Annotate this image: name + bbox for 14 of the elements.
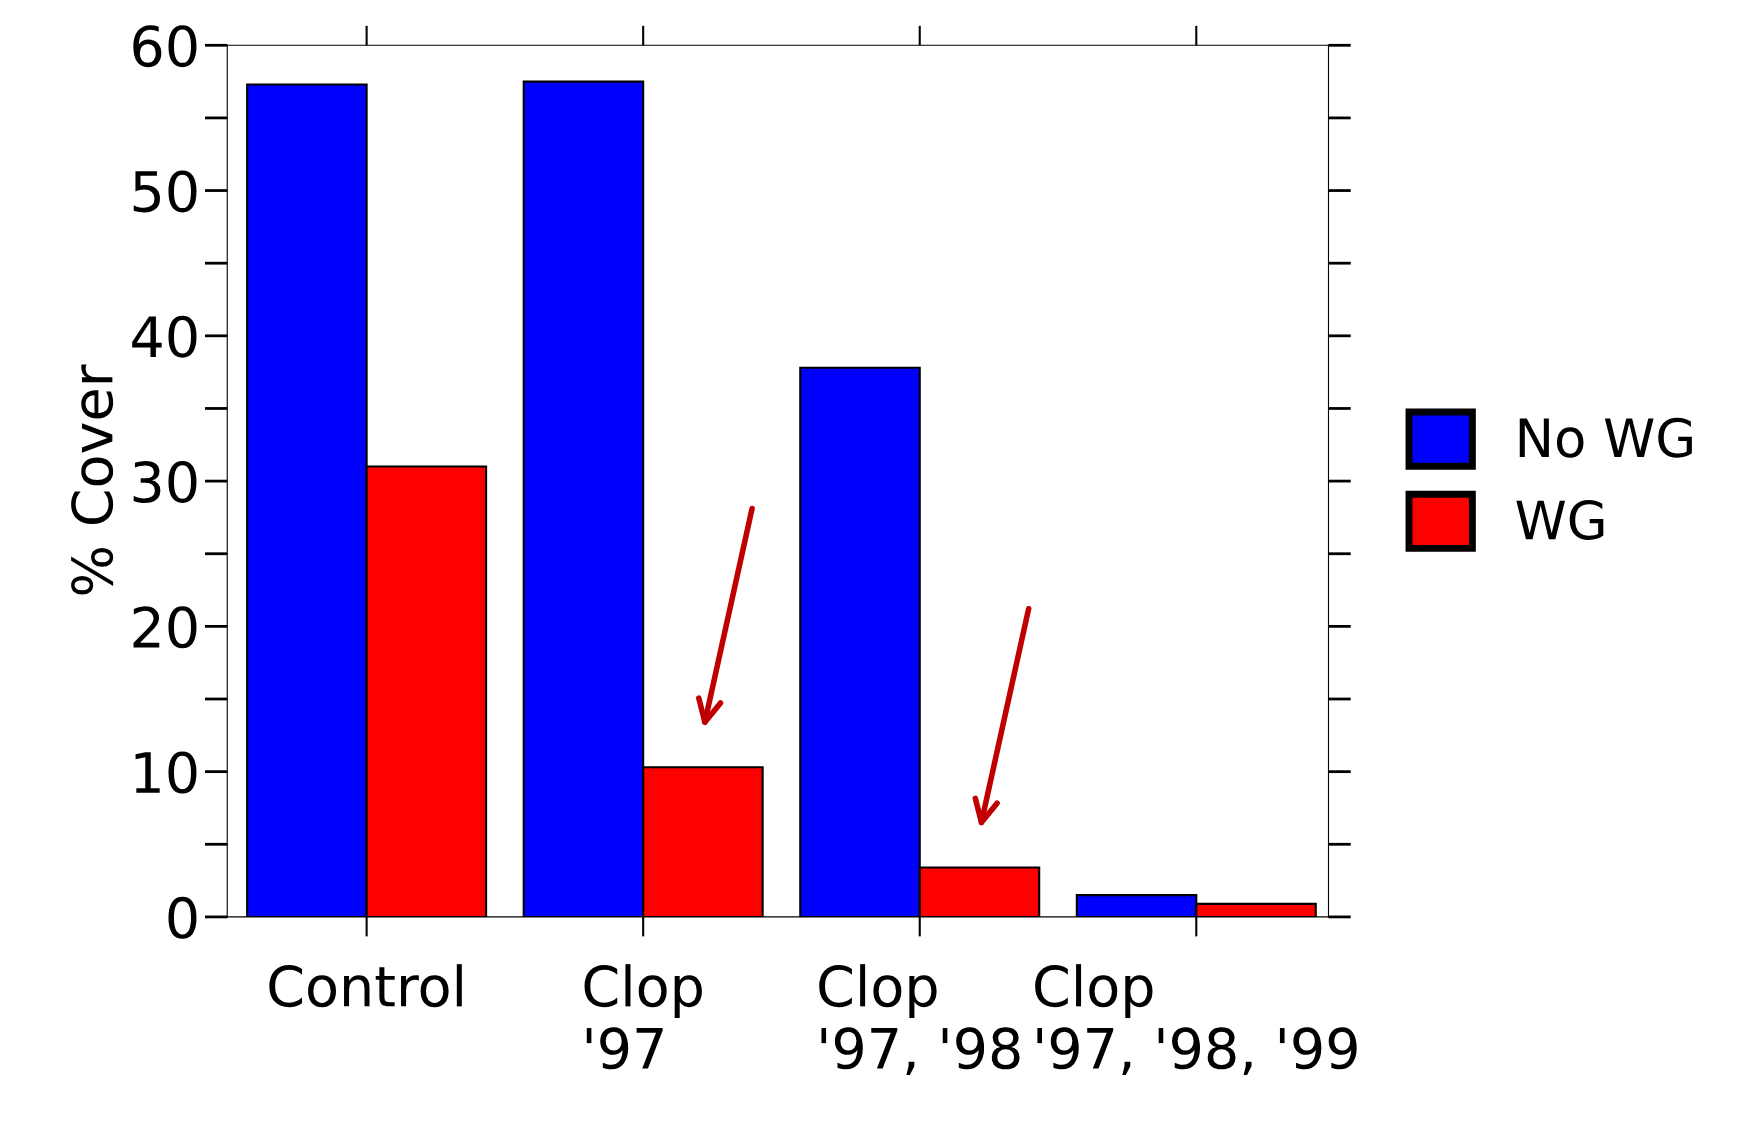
x-tick-label: Clop '97, '98, '99 (1035, 964, 1357, 1076)
y-tick-label: 60 (133, 25, 197, 68)
y-tick-label: 50 (133, 170, 197, 213)
y-tick-label: 10 (135, 751, 197, 794)
y-tick-label: 30 (133, 460, 197, 503)
x-tick-label: Control (269, 964, 462, 1008)
x-tick-label: Clop '97, '98 (819, 964, 1020, 1076)
y-tick-label: 40 (132, 315, 197, 358)
y-axis-title: % Cover (71, 364, 114, 595)
y-tick-label: 0 (168, 896, 197, 939)
x-tick-label: Clop '97 (584, 964, 702, 1070)
legend-label: No WG (1519, 417, 1692, 458)
y-tick-label: 20 (133, 606, 197, 649)
legend-label: WG (1516, 499, 1604, 540)
